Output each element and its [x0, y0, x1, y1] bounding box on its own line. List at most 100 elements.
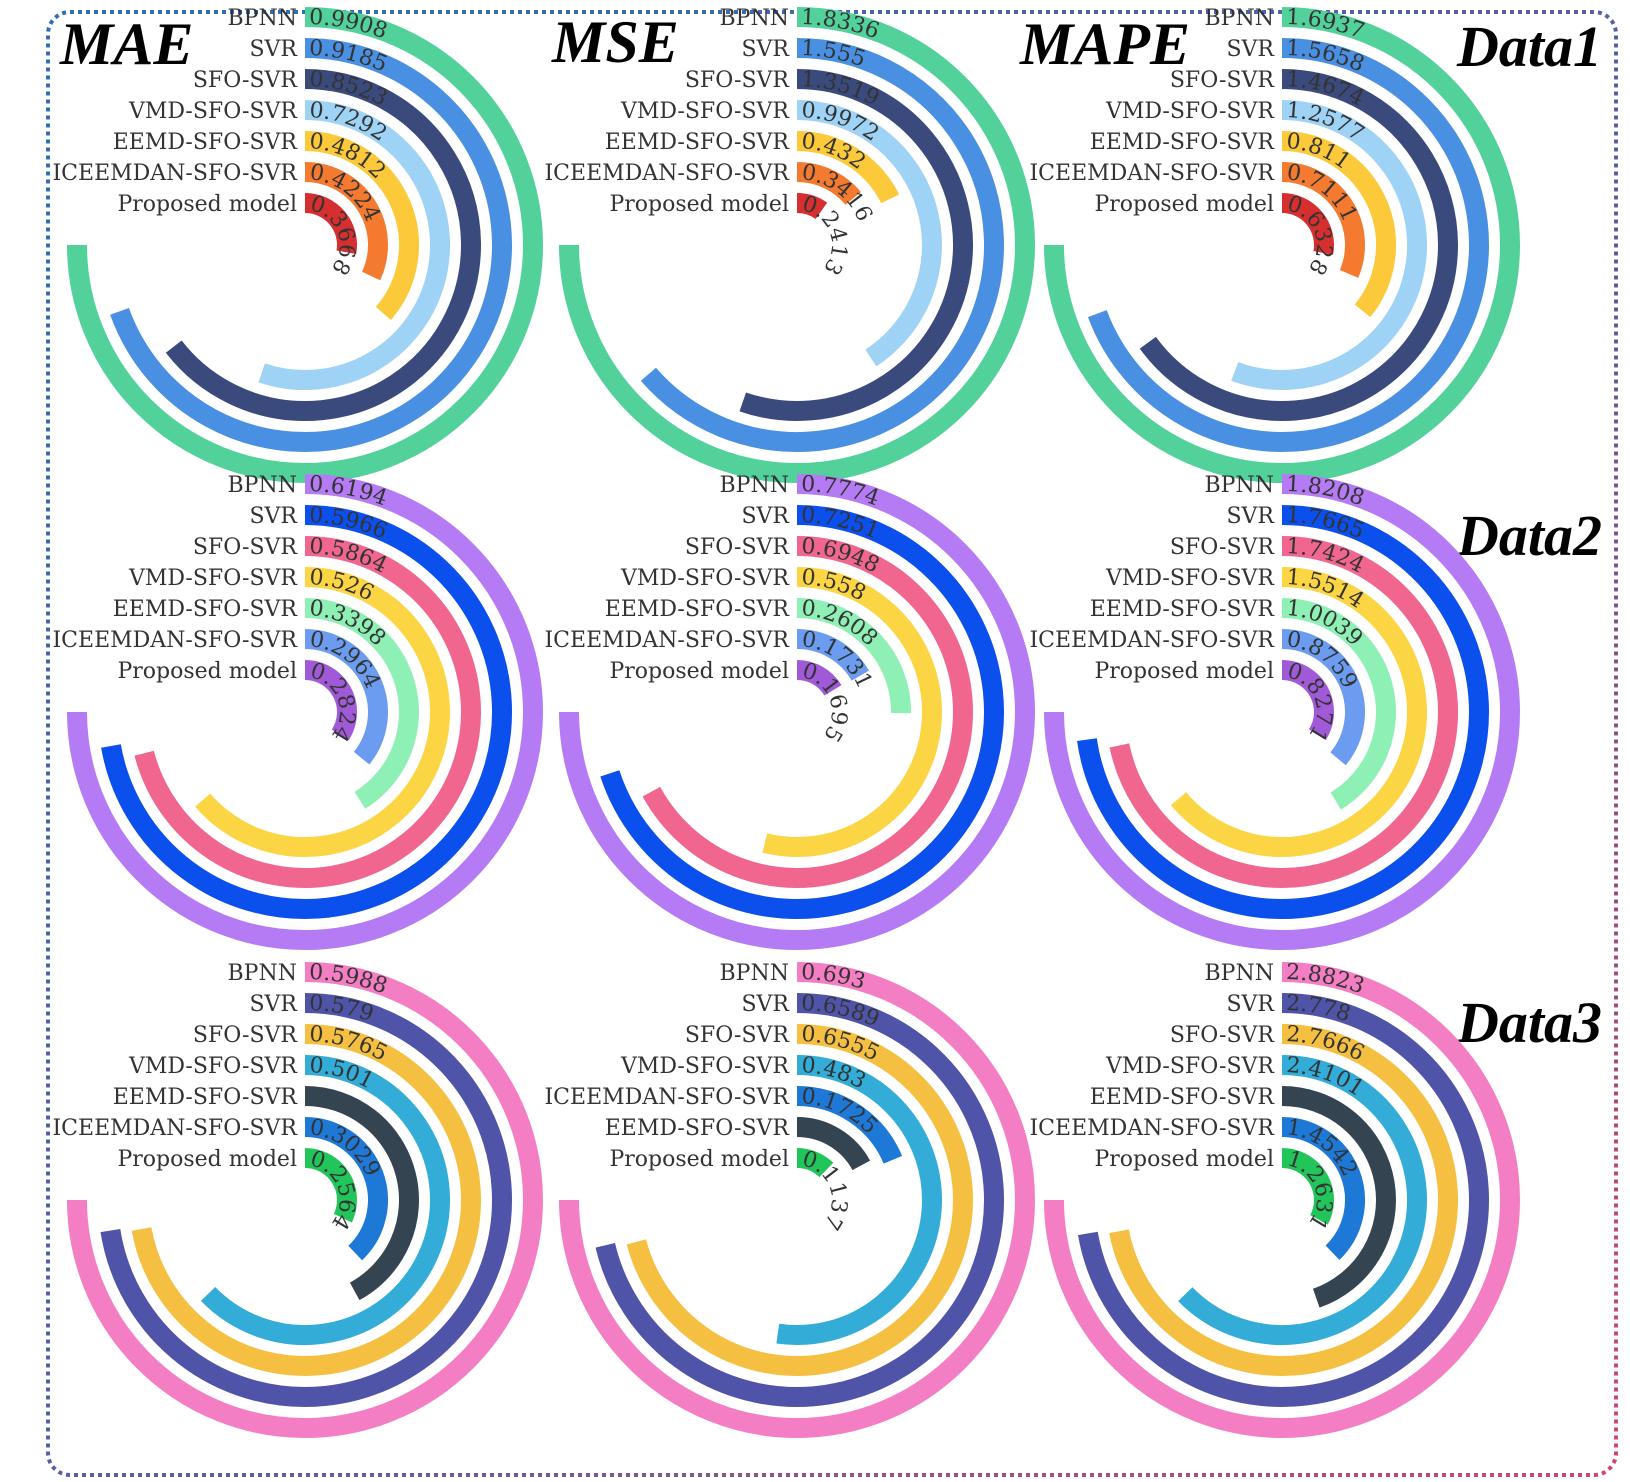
radial-bar — [796, 1148, 834, 1178]
radial-bar — [796, 1086, 903, 1164]
category-label: SVR — [1226, 37, 1275, 62]
category-label: SVR — [249, 504, 298, 529]
radial-bar — [304, 1086, 419, 1301]
category-label: BPNN — [720, 6, 789, 31]
category-label: Proposed model — [609, 1147, 789, 1172]
category-label: ICEEMDAN-SFO-SVR — [1029, 628, 1275, 653]
row-title-data3: Data3 — [1456, 990, 1602, 1055]
radial-bar — [1281, 629, 1365, 766]
category-label: BPNN — [228, 473, 297, 498]
radial-bar — [796, 1117, 871, 1171]
category-label: BPNN — [228, 961, 297, 986]
category-label: SVR — [741, 992, 790, 1017]
radial-bar — [134, 536, 481, 888]
category-label: SFO-SVR — [1170, 68, 1276, 93]
radial-bar — [195, 567, 450, 857]
category-label: EEMD-SFO-SVR — [605, 130, 791, 155]
category-label: ICEEMDAN-SFO-SVR — [544, 161, 790, 186]
category-label: VMD-SFO-SVR — [128, 99, 298, 124]
radial-bar — [739, 69, 973, 421]
radial-bar — [304, 1117, 388, 1261]
radial-bar — [1077, 505, 1489, 919]
radial-bar — [796, 660, 842, 696]
radial-bar — [600, 505, 1004, 919]
radial-bar — [1281, 162, 1365, 278]
radial-bar — [1281, 193, 1334, 255]
radial-bar — [1281, 1148, 1334, 1225]
radial-bar — [796, 100, 942, 367]
category-label: VMD-SFO-SVR — [1105, 99, 1275, 124]
radial-bar — [304, 660, 357, 741]
radial-bar — [1231, 100, 1428, 390]
radial-bar — [100, 993, 512, 1407]
category-label: SFO-SVR — [685, 1023, 791, 1048]
radial-bar — [642, 536, 973, 888]
category-label: Proposed model — [1094, 659, 1274, 684]
category-label: SVR — [1226, 504, 1275, 529]
value-label: 0.1137 — [799, 1146, 851, 1234]
category-label: BPNN — [1205, 6, 1274, 31]
category-label: ICEEMDAN-SFO-SVR — [1029, 161, 1275, 186]
value-label: 0.693 — [801, 960, 868, 995]
category-label: SFO-SVR — [1170, 1023, 1276, 1048]
category-label: ICEEMDAN-SFO-SVR — [52, 1116, 298, 1141]
category-label: SVR — [741, 504, 790, 529]
category-label: Proposed model — [1094, 192, 1274, 217]
radial-bar — [304, 131, 419, 320]
radial-bar — [1281, 660, 1334, 741]
category-label: VMD-SFO-SVR — [620, 1054, 790, 1079]
radial-bar — [1281, 598, 1396, 810]
value-label: 2.778 — [1286, 991, 1354, 1027]
category-label: VMD-SFO-SVR — [1105, 1054, 1275, 1079]
radial-bar — [559, 474, 1035, 950]
radial-bar — [110, 38, 512, 452]
category-label: SFO-SVR — [685, 535, 791, 560]
radial-bar — [796, 131, 900, 204]
radial-bar — [101, 505, 512, 919]
radial-bar — [626, 1024, 973, 1376]
category-label: BPNN — [1205, 473, 1274, 498]
radial-bar — [304, 162, 388, 281]
radial-bar — [200, 1055, 450, 1345]
category-label: VMD-SFO-SVR — [620, 566, 790, 591]
category-label: VMD-SFO-SVR — [620, 99, 790, 124]
radial-bar — [1044, 962, 1520, 1438]
category-label: Proposed model — [1094, 1147, 1274, 1172]
radial-bar — [796, 193, 828, 220]
row-title-data2: Data2 — [1456, 503, 1602, 568]
category-label: ICEEMDAN-SFO-SVR — [544, 1085, 790, 1110]
radial-bar — [776, 1055, 942, 1345]
radial-bar — [1078, 993, 1489, 1407]
category-label: BPNN — [228, 6, 297, 31]
row-title-data1: Data1 — [1456, 14, 1602, 79]
category-label: ICEEMDAN-SFO-SVR — [52, 161, 298, 186]
category-label: SVR — [249, 37, 298, 62]
radial-bar — [131, 1024, 481, 1376]
category-label: EEMD-SFO-SVR — [1090, 1085, 1276, 1110]
category-label: Proposed model — [117, 192, 297, 217]
value-label: 0.579 — [309, 991, 377, 1027]
category-label: Proposed model — [609, 192, 789, 217]
category-label: EEMD-SFO-SVR — [605, 597, 791, 622]
category-label: SVR — [249, 992, 298, 1017]
category-label: ICEEMDAN-SFO-SVR — [52, 628, 298, 653]
category-label: SVR — [741, 37, 790, 62]
category-label: VMD-SFO-SVR — [128, 1054, 298, 1079]
category-label: EEMD-SFO-SVR — [1090, 130, 1276, 155]
category-label: EEMD-SFO-SVR — [1090, 597, 1276, 622]
radial-bar — [762, 567, 942, 857]
category-label: EEMD-SFO-SVR — [113, 130, 299, 155]
radial-bar — [67, 474, 543, 950]
category-label: SVR — [1226, 992, 1275, 1017]
category-label: VMD-SFO-SVR — [1105, 566, 1275, 591]
category-label: SFO-SVR — [193, 68, 299, 93]
category-label: ICEEMDAN-SFO-SVR — [544, 628, 790, 653]
radial-bar — [1109, 1024, 1458, 1376]
